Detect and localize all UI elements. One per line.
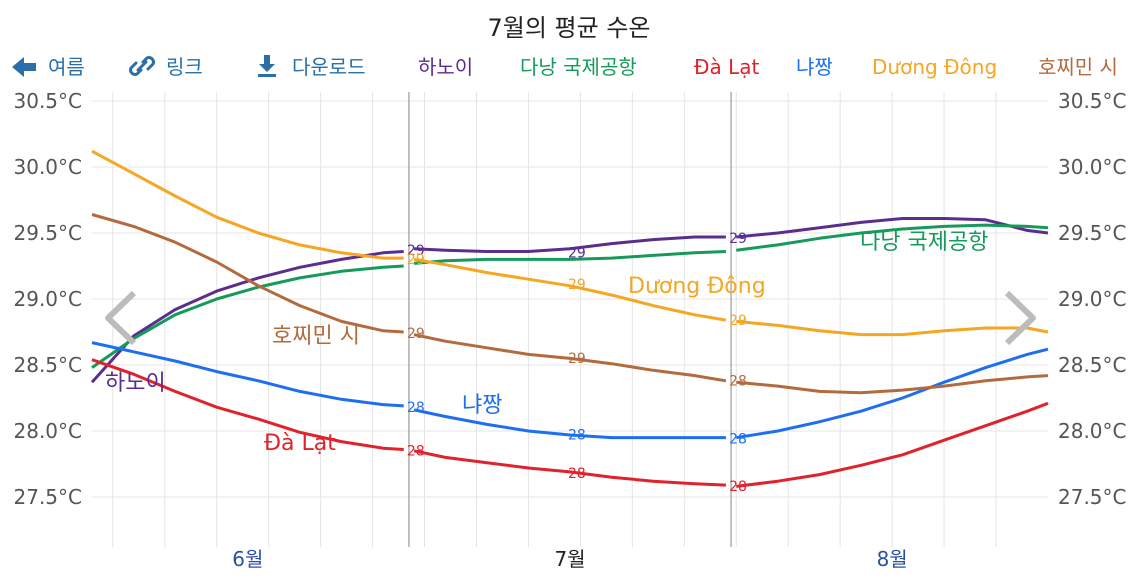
y-tick-label-right: 29.0°C <box>1058 287 1127 311</box>
series-inline-label: 다낭 국제공항 <box>860 230 988 255</box>
y-tick-label-right: 30.5°C <box>1058 89 1127 113</box>
x-axis: 6월 7월 8월 <box>232 547 907 571</box>
x-tick-label: 8월 <box>877 547 908 571</box>
legend-item-dalat[interactable]: Đà Lạt <box>694 55 760 79</box>
series-line-0[interactable] <box>736 217 1049 239</box>
y-tick-label-right: 28.0°C <box>1058 419 1127 443</box>
legend-item-danang[interactable]: 다낭 국제공항 <box>520 55 637 79</box>
legend-item-nhatrang[interactable]: 냐짱 <box>796 55 833 79</box>
y-tick-label-left: 30.0°C <box>14 155 83 179</box>
y-tick-label-left: 27.5°C <box>14 485 83 509</box>
y-axis-left: 27.5°C 28.0°C 28.5°C 29.0°C 29.5°C 30.0°C 30.5… <box>14 89 83 509</box>
x-tick-label: 7월 <box>554 547 585 571</box>
series-inline-label: 하노이 <box>105 371 166 396</box>
link-button-label: 링크 <box>166 55 203 79</box>
legend-item-duongdong[interactable]: Dương Đông <box>872 55 997 79</box>
chevron-right-icon <box>1004 290 1036 346</box>
toolbar: 여름 링크 다운로드 <box>12 55 366 79</box>
data-label: 28 <box>407 443 425 459</box>
data-label: 28 <box>729 432 747 448</box>
y-tick-label-left: 28.5°C <box>14 353 83 377</box>
download-icon <box>258 55 276 77</box>
series-layer <box>90 149 1049 488</box>
y-axis-right: 27.5°C 28.0°C 28.5°C 29.0°C 29.5°C 30.0°C 30.5… <box>1058 89 1127 509</box>
legend: 하노이 다낭 국제공항 Đà Lạt 냐짱 Dương Đông 호찌민 시 <box>418 55 1118 79</box>
y-tick-label-right: 27.5°C <box>1058 485 1127 509</box>
series-inline-label: Đà Lạt <box>264 431 336 456</box>
data-label: 29 <box>407 243 425 259</box>
next-arrow[interactable] <box>1004 290 1036 346</box>
series-line-4[interactable] <box>413 257 727 322</box>
x-tick-label: 6월 <box>232 547 263 571</box>
data-label: 29 <box>407 252 425 268</box>
data-label: 28 <box>729 479 747 495</box>
back-button-label: 여름 <box>48 55 85 79</box>
series-line-2[interactable] <box>413 449 726 487</box>
y-tick-label-left: 28.0°C <box>14 419 83 443</box>
series-line-5[interactable] <box>736 374 1049 395</box>
series-line-2[interactable] <box>91 358 404 451</box>
back-button[interactable]: 여름 <box>12 55 85 79</box>
series-line-2[interactable] <box>736 401 1049 488</box>
data-label: 28 <box>407 400 425 416</box>
data-label: 28 <box>568 466 586 482</box>
data-label: 29 <box>407 326 425 342</box>
download-button-label: 다운로드 <box>292 55 366 79</box>
series-line-4[interactable] <box>736 319 1049 337</box>
data-label: 29 <box>729 231 747 247</box>
y-tick-label-left: 29.5°C <box>14 221 83 245</box>
y-tick-label-right: 30.0°C <box>1058 155 1127 179</box>
series-line-1[interactable] <box>413 250 726 265</box>
data-label: 29 <box>729 313 747 329</box>
y-tick-label-left: 30.5°C <box>14 89 83 113</box>
series-line-5[interactable] <box>413 333 727 383</box>
data-label: 28 <box>729 374 747 390</box>
series-line-1[interactable] <box>736 223 1049 252</box>
legend-item-hochiminh[interactable]: 호찌민 시 <box>1038 55 1118 79</box>
series-inline-label: 냐짱 <box>462 393 502 418</box>
chart-title: 7월의 평균 수온 <box>487 14 650 42</box>
series-inline-label: 호찌민 시 <box>272 324 360 349</box>
series-line-0[interactable] <box>414 235 726 253</box>
series-line-5[interactable] <box>91 213 404 334</box>
series-line-4[interactable] <box>91 149 404 260</box>
data-label: 29 <box>568 351 586 367</box>
y-tick-label-right: 28.5°C <box>1058 353 1127 377</box>
series-line-3[interactable] <box>91 341 404 408</box>
legend-item-hanoi[interactable]: 하노이 <box>418 55 473 79</box>
series-line-3[interactable] <box>413 408 726 440</box>
series-inline-label: Dương Đông <box>628 274 766 299</box>
data-label: 29 <box>568 245 586 261</box>
arrow-left-icon <box>12 57 36 77</box>
data-label: 28 <box>568 428 586 444</box>
y-tick-label-right: 29.5°C <box>1058 221 1127 245</box>
download-button[interactable]: 다운로드 <box>258 55 366 79</box>
data-label: 29 <box>568 277 586 293</box>
chevron-left-icon <box>105 290 137 346</box>
inline-series-labels: 하노이 다낭 국제공항 Đà Lạt 냐짱 Dương Đông 호찌민 시 <box>105 230 988 456</box>
previous-arrow[interactable] <box>105 290 137 346</box>
link-icon <box>129 56 155 76</box>
link-button[interactable]: 링크 <box>129 55 203 79</box>
series-line-3[interactable] <box>736 347 1049 440</box>
y-tick-label-left: 29.0°C <box>14 287 83 311</box>
